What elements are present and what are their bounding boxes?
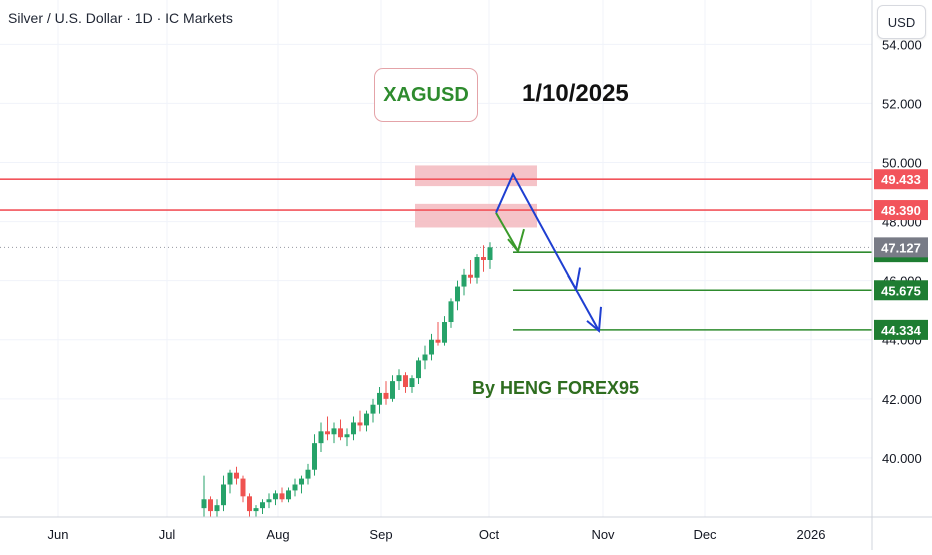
candle-body xyxy=(292,484,298,491)
candle-body xyxy=(273,493,278,500)
candle-body xyxy=(344,434,350,438)
price-badge-label: 44.334 xyxy=(881,323,922,338)
price-badge xyxy=(874,169,928,190)
x-tick-label: 2026 xyxy=(797,527,826,542)
blue-arrow-head xyxy=(586,306,602,333)
y-tick-label: 42.000 xyxy=(882,392,922,407)
candle-body xyxy=(279,493,285,500)
candle-body xyxy=(474,257,480,278)
candle-body xyxy=(435,339,441,343)
symbol-label: XAGUSD xyxy=(374,68,478,122)
x-tick-label: Dec xyxy=(693,527,717,542)
candle-body xyxy=(240,478,246,497)
price-badge xyxy=(874,200,928,221)
price-badge xyxy=(874,280,928,301)
candle-body xyxy=(481,257,486,260)
author-label: By HENG FOREX95 xyxy=(472,378,640,398)
candle-body xyxy=(234,472,239,479)
candle-body xyxy=(487,247,493,260)
resistance-zones xyxy=(415,165,537,228)
candle-body xyxy=(221,484,226,506)
candle-body xyxy=(403,375,408,388)
x-tick-label: Jul xyxy=(159,527,176,542)
x-tick-label: Sep xyxy=(369,527,392,542)
candle-body xyxy=(461,274,467,287)
y-tick-label: 40.000 xyxy=(882,451,922,466)
y-tick-label: 50.000 xyxy=(882,155,922,170)
candle-body xyxy=(214,505,220,512)
candle-body xyxy=(208,499,213,512)
candle-body xyxy=(429,339,434,355)
price-badge-label: 49.433 xyxy=(881,172,921,187)
candle-body xyxy=(325,431,330,435)
x-tick-label: Jun xyxy=(48,527,69,542)
candle-body xyxy=(227,472,233,485)
blue-arrow-head xyxy=(567,267,581,293)
resistance-zone xyxy=(415,203,537,228)
candle-body xyxy=(442,322,447,343)
x-tick-label: Oct xyxy=(479,527,500,542)
candle-body xyxy=(299,478,304,485)
green-arrow-head xyxy=(507,228,525,254)
candle-body xyxy=(448,301,454,323)
candle-body xyxy=(201,499,207,509)
candle-body xyxy=(455,286,460,302)
candle-body xyxy=(364,413,369,426)
candle-body xyxy=(260,502,265,509)
price-badge xyxy=(874,319,928,340)
x-tick-label: Aug xyxy=(266,527,289,542)
candle-body xyxy=(416,360,421,379)
blue-arrow-line xyxy=(575,289,600,332)
candle-body xyxy=(351,422,356,435)
y-tick-label: 54.000 xyxy=(882,37,922,52)
date-label: 1/10/2025 xyxy=(522,80,629,107)
current-price-label: 47.127 xyxy=(881,240,921,255)
current-price-badge xyxy=(874,237,928,258)
candle-body xyxy=(383,392,389,399)
price-badge-label: 45.675 xyxy=(881,283,921,298)
candle-body xyxy=(377,392,382,405)
y-tick-label: 52.000 xyxy=(882,96,922,111)
candle-body xyxy=(357,422,363,426)
green-arrow-line xyxy=(495,212,519,252)
price-badge-label: 48.390 xyxy=(881,203,921,218)
candle-body xyxy=(468,274,473,278)
resistance-zone xyxy=(415,165,537,187)
candle-body xyxy=(247,496,252,512)
chart-title: Silver / U.S. Dollar · 1D · IC Markets xyxy=(8,10,233,26)
candle-body xyxy=(253,508,259,512)
candle-body xyxy=(331,428,337,435)
blue-arrow-line xyxy=(495,172,577,290)
candle-body xyxy=(305,469,311,479)
candle-body xyxy=(370,404,376,414)
candle-body xyxy=(318,431,324,444)
candle-body xyxy=(396,375,402,382)
currency-button[interactable]: USD xyxy=(877,5,926,39)
candle-body xyxy=(266,499,272,503)
x-tick-label: Nov xyxy=(591,527,615,542)
projection-arrows xyxy=(495,172,602,333)
candle-body xyxy=(338,428,343,438)
price-levels xyxy=(0,178,872,331)
candle-body xyxy=(409,378,415,388)
candle-body xyxy=(312,443,317,470)
candle-body xyxy=(286,490,291,500)
candlestick-series xyxy=(201,242,493,517)
candle-body xyxy=(390,381,395,399)
candle-body xyxy=(422,354,428,361)
